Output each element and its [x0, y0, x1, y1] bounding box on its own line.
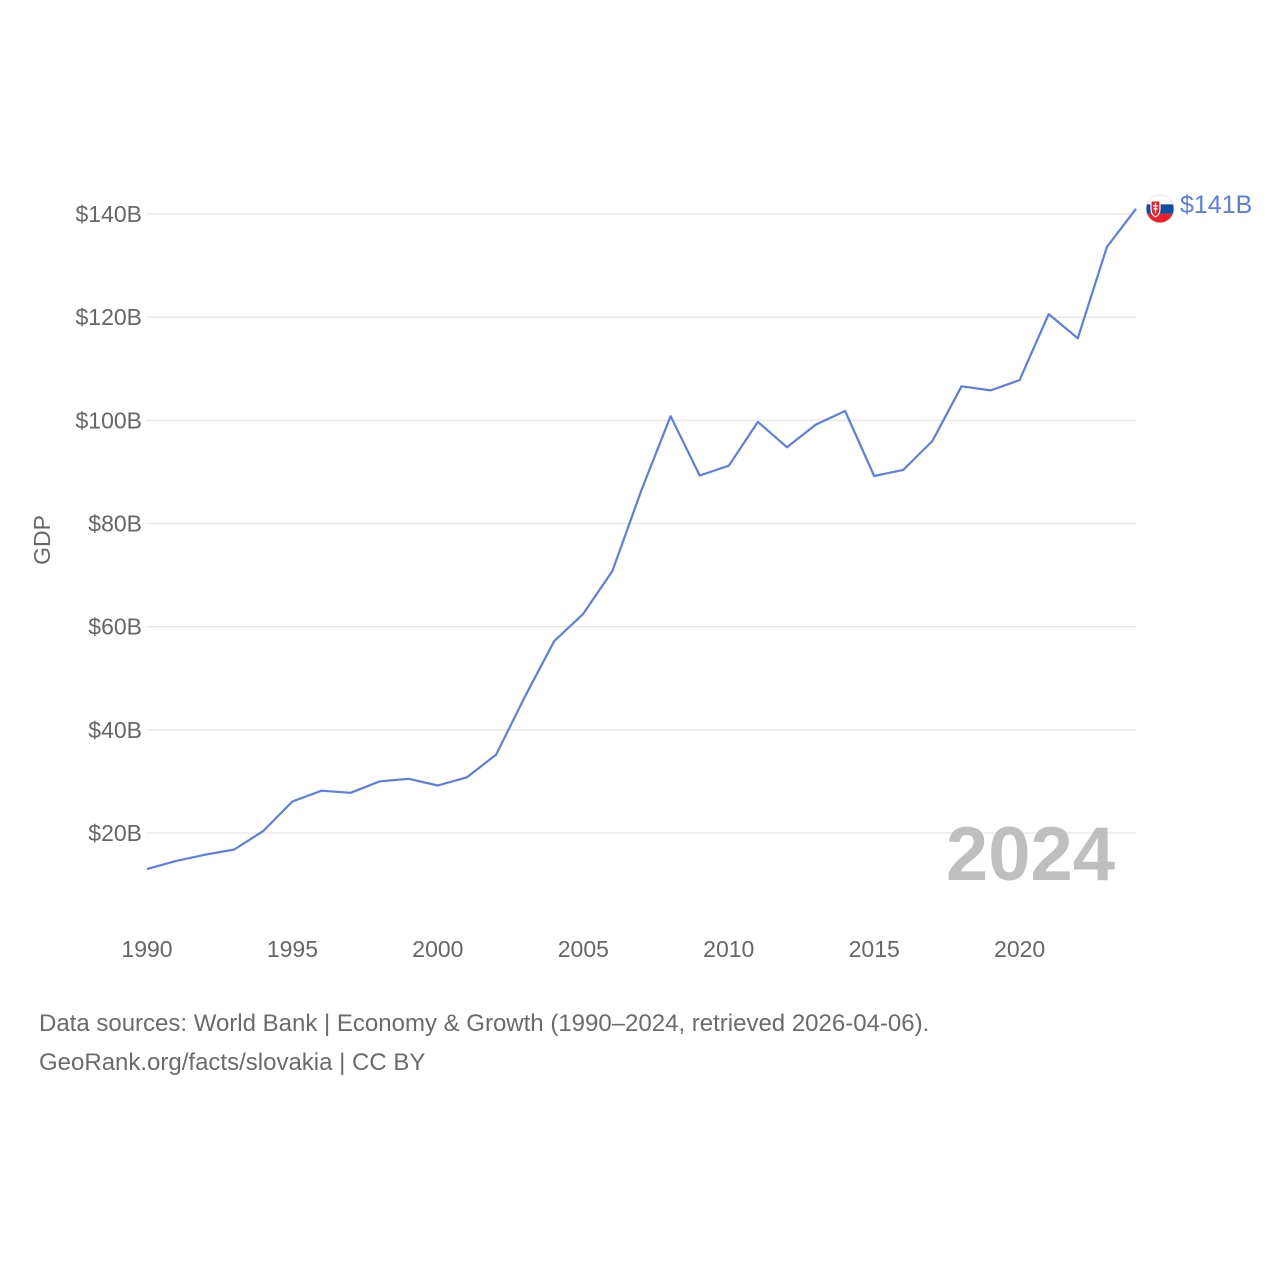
- series-layer: [146, 208, 1137, 871]
- x-tick-label: 1995: [267, 936, 318, 962]
- end-value-label: $141B: [1180, 191, 1252, 219]
- y-tick-label: $40B: [88, 717, 142, 743]
- attribution-text: GeoRank.org/facts/slovakia | CC BY: [39, 1049, 426, 1076]
- y-tick-label: $80B: [88, 511, 142, 537]
- flag-cross: [1153, 202, 1158, 213]
- x-axis-ticks: 1990 1995 2000 2005 2010 2015 2020: [121, 936, 1045, 962]
- y-tick-label: $100B: [75, 407, 142, 433]
- flag-stripe-red: [1146, 213, 1174, 223]
- y-tick-label: $140B: [75, 201, 142, 227]
- data-source-text: Data sources: World Bank | Economy & Gro…: [39, 1010, 930, 1037]
- x-tick-label: 2000: [412, 936, 463, 962]
- gdp-line-chart: $20B $40B $60B $80B $100B $120B $140B 1990 1995…: [29, 191, 1252, 962]
- footer: Data sources: World Bank | Economy & Gro…: [39, 1004, 929, 1082]
- end-marker: $141B: [1145, 191, 1252, 224]
- x-tick-label: 2005: [558, 936, 609, 962]
- series-line: [146, 208, 1137, 871]
- flag-outline: [1145, 194, 1175, 224]
- slovakia-flag-icon: [1145, 194, 1175, 224]
- x-tick-label: 1990: [121, 936, 172, 962]
- y-tick-label: $60B: [88, 614, 142, 640]
- flag-stripe-white: [1146, 194, 1174, 205]
- y-axis-ticks: $20B $40B $60B $80B $100B $120B $140B: [75, 201, 142, 846]
- y-axis-label: GDP: [29, 515, 55, 565]
- x-tick-label: 2015: [849, 936, 900, 962]
- gridlines: [147, 213, 1136, 834]
- y-tick-label: $120B: [75, 304, 142, 330]
- x-tick-label: 2020: [994, 936, 1045, 962]
- y-tick-label: $20B: [88, 820, 142, 846]
- x-tick-label: 2010: [703, 936, 754, 962]
- flag-stripes: [1146, 194, 1174, 223]
- year-watermark: 2024: [946, 812, 1115, 897]
